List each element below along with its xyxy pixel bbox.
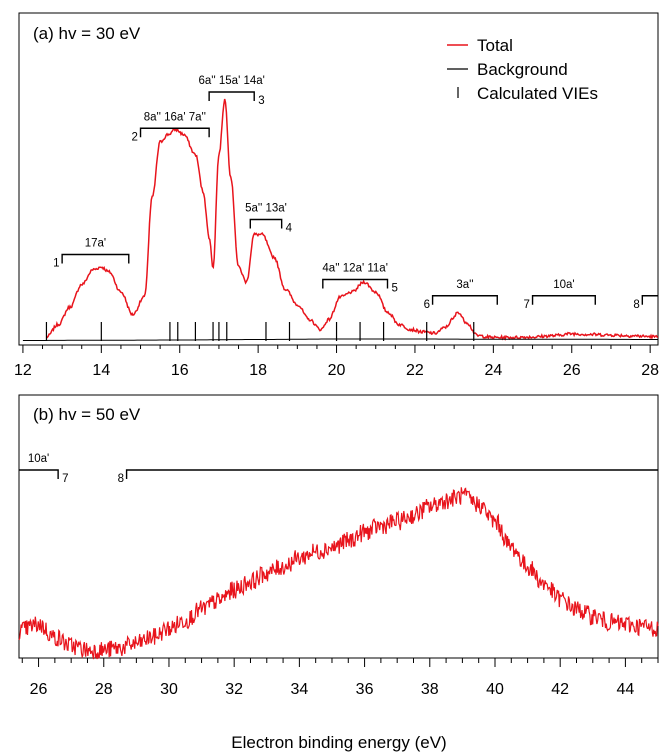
bracket-6 — [431, 295, 498, 305]
bracket-8 — [641, 295, 658, 305]
x-tick-label: 30 — [160, 681, 178, 698]
panel-b-series — [18, 487, 659, 660]
x-tick-label: 14 — [92, 362, 110, 379]
x-tick-label: 32 — [225, 681, 243, 698]
bracket-number-6: 6 — [424, 299, 430, 311]
bracket-label-2: 8a'' 16a' 7a'' — [144, 111, 206, 123]
bracket-8 — [125, 469, 658, 479]
panel-a-brackets: 17a' 1 8a'' 16a' 7a'' 2 6a'' 15a' 14a' 3 5a'' … — [53, 75, 658, 311]
bracket-1 — [61, 253, 130, 264]
x-tick-label: 26 — [30, 681, 48, 698]
x-axis-title: Electron binding energy (eV) — [231, 733, 446, 752]
bracket-label-6: 3a'' — [456, 279, 473, 291]
panel-b: (b) hv = 50 eV 10a' 7 8 26 28 30 32 34 36 38 40 42… — [18, 394, 659, 752]
bracket-number-8: 8 — [118, 473, 124, 485]
series-total-line — [45, 98, 659, 342]
bracket-5 — [322, 278, 389, 289]
bracket-2 — [139, 127, 210, 138]
bracket-number-4: 4 — [286, 223, 293, 235]
bracket-label-5: 4a'' 12a' 11a' — [322, 263, 388, 275]
panel-b-frame — [18, 394, 659, 659]
bracket-label-3: 6a'' 15a' 14a' — [199, 75, 265, 87]
x-tick-label: 40 — [486, 681, 504, 698]
x-tick-label: 20 — [328, 362, 346, 379]
panel-a-frame — [18, 12, 659, 346]
x-tick-label: 42 — [551, 681, 569, 698]
bracket-7 — [531, 295, 596, 305]
x-tick-label: 16 — [171, 362, 189, 379]
bracket-number-7: 7 — [524, 299, 530, 311]
legend: Total Background Calculated VIEs — [447, 36, 598, 103]
bracket-label-7: 10a' — [553, 279, 574, 291]
x-tick-label: 44 — [616, 681, 634, 698]
bracket-number-3: 3 — [258, 95, 264, 107]
panel-a-x-axis: 12 14 16 18 20 22 24 26 28 — [14, 345, 659, 379]
series-total-line — [18, 487, 659, 660]
x-tick-label: 26 — [563, 362, 581, 379]
legend-vie-label: Calculated VIEs — [477, 84, 598, 103]
bracket-4 — [249, 218, 283, 229]
panel-a-series — [22, 98, 659, 342]
series-background-line — [22, 338, 658, 341]
bracket-number-1: 1 — [53, 258, 59, 270]
panel-a: (a) hv = 30 eV 17a' 1 8a'' 16a' 7a'' 2 6a'' … — [14, 12, 659, 379]
x-tick-label: 18 — [249, 362, 267, 379]
x-tick-label: 22 — [406, 362, 424, 379]
legend-background-label: Background — [477, 60, 568, 79]
panel-a-label: (a) hv = 30 eV — [33, 24, 141, 43]
bracket-number-5: 5 — [392, 283, 398, 295]
bracket-label-1: 17a' — [85, 238, 106, 250]
x-tick-label: 24 — [484, 362, 502, 379]
panel-b-brackets: 10a' 7 8 — [19, 453, 658, 485]
x-tick-label: 28 — [641, 362, 659, 379]
bracket-7 — [19, 469, 59, 479]
panel-b-x-axis: 26 28 30 32 34 36 38 40 42 44 — [21, 658, 659, 698]
panel-b-label: (b) hv = 50 eV — [33, 405, 141, 424]
bracket-number-7: 7 — [62, 473, 68, 485]
bracket-3 — [208, 91, 255, 101]
bracket-label-4: 5a'' 13a' — [245, 203, 287, 215]
x-tick-label: 12 — [14, 362, 32, 379]
bracket-label-7: 10a' — [28, 453, 49, 465]
legend-total-label: Total — [477, 36, 513, 55]
panel-a-vie-ticks — [45, 322, 475, 341]
x-tick-label: 36 — [356, 681, 374, 698]
bracket-number-2: 2 — [132, 131, 138, 143]
x-tick-label: 38 — [421, 681, 439, 698]
x-tick-label: 28 — [95, 681, 113, 698]
x-tick-label: 34 — [290, 681, 308, 698]
bracket-number-8: 8 — [633, 299, 639, 311]
